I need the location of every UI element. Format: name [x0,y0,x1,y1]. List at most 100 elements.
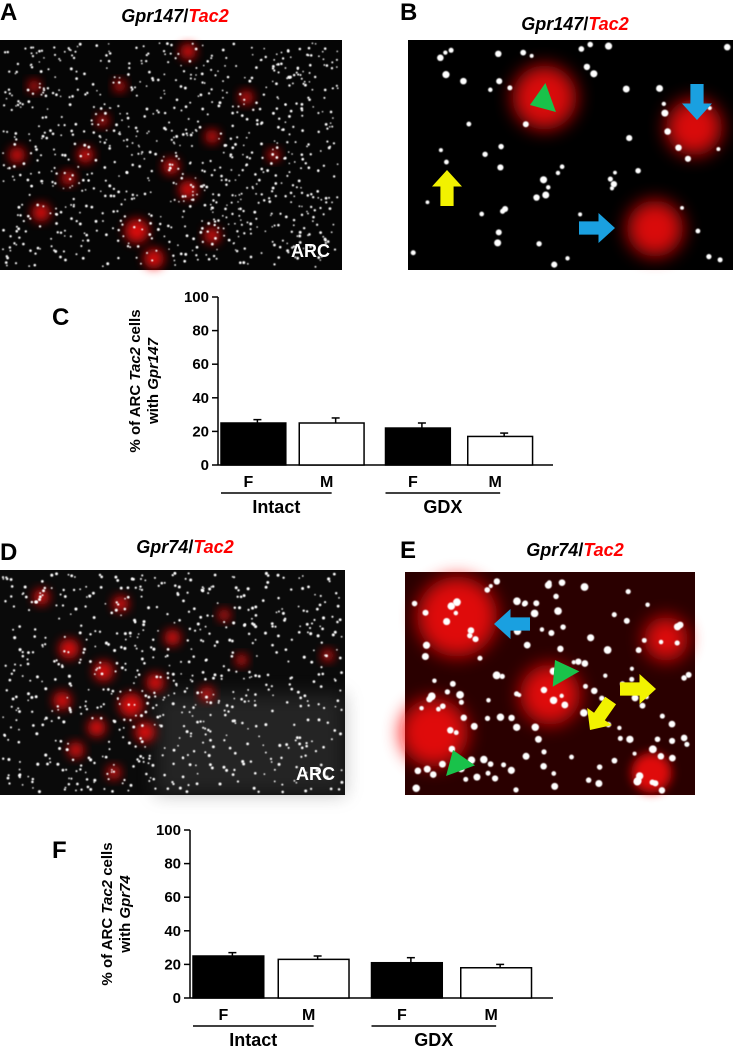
silver-grain [192,190,194,193]
silver-grain [119,690,122,693]
silver-grain [323,96,326,99]
label-part: % of ARC [127,381,144,453]
silver-grain [7,167,9,170]
silver-grain [148,780,151,782]
silver-grain [522,752,530,760]
panel-letter: F [52,837,67,864]
tac2-cell [87,718,106,737]
silver-grain [69,710,72,714]
silver-grain [178,618,181,622]
silver-grain [264,571,268,576]
silver-grain [59,59,62,62]
silver-grain [180,660,182,663]
tac2-cell [53,691,72,710]
group-label: Intact [252,497,300,517]
silver-grain [16,103,20,107]
silver-grain [39,154,43,157]
silver-grain [317,130,320,134]
silver-grain [187,660,191,664]
silver-grain [176,591,179,595]
silver-grain [162,698,165,701]
silver-grain [44,94,48,98]
silver-grain [254,173,257,176]
silver-grain [53,166,56,169]
silver-grain [103,166,107,169]
silver-grain [14,132,18,135]
silver-grain [333,630,337,634]
silver-grain [31,92,35,95]
silver-grain [184,225,187,228]
silver-grain [317,256,321,259]
silver-grain [67,742,70,745]
silver-grain [248,670,251,674]
silver-grain [297,630,301,634]
silver-grain [58,617,61,620]
silver-grain [36,762,40,766]
silver-grain [139,737,142,740]
silver-grain [40,49,44,52]
silver-grain [256,655,258,657]
micrograph-background [408,40,733,270]
silver-grain [242,153,244,156]
silver-grain [488,87,493,93]
silver-grain [255,217,258,220]
silver-grain [113,76,116,79]
silver-grain [242,209,245,213]
silver-grain [231,639,234,643]
silver-grain [210,766,214,770]
silver-grain [243,700,247,703]
silver-grain [61,768,65,772]
silver-grain [297,73,300,76]
silver-grain [217,699,221,703]
silver-grain [258,735,261,738]
silver-grain [9,235,12,238]
silver-grain [209,159,212,163]
y-tick-label: 80 [164,856,181,873]
silver-grain [223,739,226,742]
silver-grain [316,190,320,193]
silver-grain [99,705,103,708]
silver-grain [135,135,138,138]
silver-grain [322,164,326,167]
silver-grain [480,755,488,764]
silver-grain [295,186,298,189]
silver-grain [312,220,314,222]
silver-grain [15,695,18,699]
silver-grain [216,231,219,234]
silver-grain [125,190,128,193]
silver-grain [30,63,33,66]
silver-grain [224,65,226,67]
silver-grain [170,129,173,132]
silver-grain [245,117,249,121]
silver-grain [246,742,250,746]
silver-grain [55,659,58,662]
silver-grain [186,753,189,757]
silver-grain [225,768,229,772]
silver-grain [228,638,232,642]
silver-grain [24,230,28,233]
tac2-cell [205,129,220,144]
silver-grain [684,741,690,747]
silver-grain [50,170,53,172]
silver-grain [201,161,204,164]
silver-grain [188,627,192,631]
silver-grain [716,147,721,152]
silver-grain [314,43,317,45]
silver-grain [334,592,338,595]
silver-grain [565,256,570,261]
tac2-cell [180,43,197,60]
silver-grain [306,631,309,634]
silver-grain [7,758,11,762]
silver-grain [117,81,121,84]
silver-grain [3,104,6,107]
bar [467,435,534,466]
silver-grain [248,157,252,160]
category-label: M [302,1007,315,1024]
silver-grain [271,240,274,243]
silver-grain [154,787,157,790]
silver-grain [40,580,44,583]
silver-grain [587,41,593,48]
silver-grain [108,748,111,751]
silver-grain [80,624,83,627]
silver-grain [232,242,235,245]
